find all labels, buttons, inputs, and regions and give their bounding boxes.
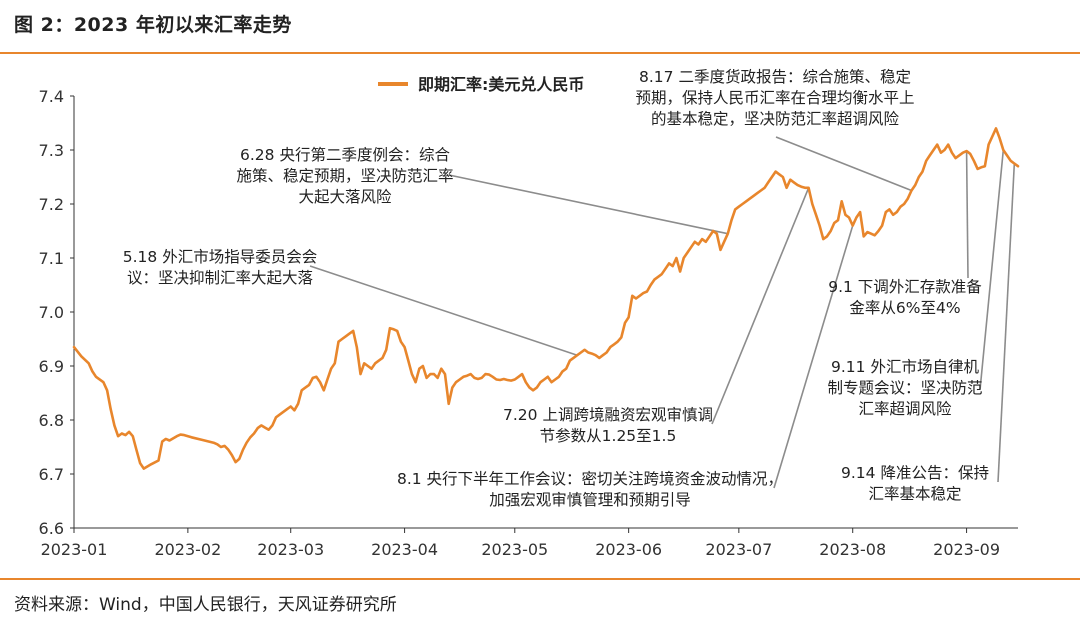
annotation-line: 金率从6%至4% [849, 299, 960, 317]
legend-label: 即期汇率:美元兑人民币 [418, 75, 584, 94]
y-tick-label: 7.0 [39, 303, 64, 322]
annotation-line: 6.28 央行第二季度例会：综合 [240, 146, 450, 164]
annotation-text: 5.18 外汇市场指导委员会会议：坚决抑制汇率大起大落 [123, 248, 317, 287]
chart-axes: 6.6 6.7 6.8 6.9 7.0 7.1 7.2 7.3 7.4 2023-01 2023-0… [39, 87, 1018, 559]
annotation-text: 9.11 外汇市场自律机制专题会议：坚决防范汇率超调风险 [827, 358, 982, 418]
annotation-leader-line [309, 265, 578, 356]
annotation-leader-line [448, 174, 728, 235]
x-tick-label: 2023-09 [933, 540, 1000, 559]
x-tick-label: 2023-01 [41, 540, 108, 559]
x-tick-label: 2023-07 [705, 540, 772, 559]
y-tick-label: 7.4 [39, 87, 64, 106]
series-line-usdcny [72, 127, 1020, 470]
source-note: 资料来源：Wind，中国人民银行，天风证券研究所 [14, 595, 397, 615]
annotation-line: 的基本稳定，坚决防范汇率超调风险 [651, 110, 900, 128]
annotation-text: 9.1 下调外汇存款准备金率从6%至4% [828, 278, 982, 317]
y-tick-label: 6.8 [39, 411, 64, 430]
y-tick-label: 6.9 [39, 357, 64, 376]
annotation-line: 节参数从1.25至1.5 [540, 427, 677, 445]
annotation-text: 8.1 央行下半年工作会议：密切关注跨境资金波动情况， 加强宏观审慎管理和预期引导 [397, 469, 783, 509]
y-tick-label: 7.3 [39, 141, 64, 160]
chart-legend: 即期汇率:美元兑人民币 [378, 75, 584, 94]
annotation-line: 9.1 下调外汇存款准备 [828, 278, 982, 296]
annotation-line: 大起大落风险 [298, 188, 392, 206]
top-divider [0, 52, 1080, 54]
y-tick-label: 7.2 [39, 195, 64, 214]
annotation-line: 7.20 上调跨境融资宏观审慎调 [503, 405, 713, 424]
annotation-leaders [309, 136, 1016, 489]
x-tick-label: 2023-04 [371, 540, 438, 559]
annotation-line: 汇率基本稳定 [868, 485, 961, 503]
annotation-line: 加强宏观审慎管理和预期引导 [489, 491, 691, 509]
annotation-text: 8.17 二季度货政报告：综合施策、稳定预期，保持人民币汇率在合理均衡水平上的基… [635, 68, 914, 128]
annotation-line: 5.18 外汇市场指导委员会会 [123, 248, 317, 266]
annotation-line: 制专题会议：坚决防范 [827, 379, 982, 397]
annotation-text: 9.14 降准公告：保持汇率基本稳定 [841, 464, 989, 503]
x-tick-label: 2023-03 [257, 540, 324, 559]
annotation-leader-line [997, 163, 1016, 483]
x-tick-label: 2023-06 [595, 540, 662, 559]
annotation-text: 7.20 上调跨境融资宏观审慎调节参数从1.25至1.5 [503, 405, 713, 445]
y-tick-label: 6.6 [39, 519, 64, 538]
annotation-leader-line [773, 225, 854, 489]
series-layer [72, 127, 1020, 470]
x-tick-label: 2023-08 [819, 540, 886, 559]
annotation-line: 8.17 二季度货政报告：综合施策、稳定 [639, 68, 911, 86]
annotation-leader-line [775, 136, 912, 192]
y-tick-label: 7.1 [39, 249, 64, 268]
annotation-leader-line [979, 149, 1005, 391]
annotation-text: 6.28 央行第二季度例会：综合施策、稳定预期，坚决防范汇率大起大落风险 [236, 146, 453, 206]
y-tick-label: 6.7 [39, 465, 64, 484]
annotation-leader-line [711, 187, 810, 425]
annotation-line: 汇率超调风险 [858, 400, 952, 418]
x-tick-label: 2023-02 [154, 540, 221, 559]
annotation-line: 议：坚决抑制汇率大起大落 [127, 269, 314, 287]
annotation-line: 9.14 降准公告：保持 [841, 464, 989, 482]
annotation-line: 预期，保持人民币汇率在合理均衡水平上 [635, 89, 914, 107]
annotation-texts: 5.18 外汇市场指导委员会会议：坚决抑制汇率大起大落 6.28 央行第二季度例会… [123, 68, 989, 509]
annotation-line: 9.11 外汇市场自律机 [831, 358, 979, 376]
bottom-divider [0, 578, 1080, 580]
annotation-line: 施策、稳定预期，坚决防范汇率 [236, 167, 453, 185]
figure-title: 图 2：2023 年初以来汇率走势 [14, 14, 292, 36]
x-tick-label: 2023-05 [481, 540, 548, 559]
annotation-leader-line [965, 151, 969, 279]
annotation-line: 8.1 央行下半年工作会议：密切关注跨境资金波动情况， [397, 469, 783, 488]
